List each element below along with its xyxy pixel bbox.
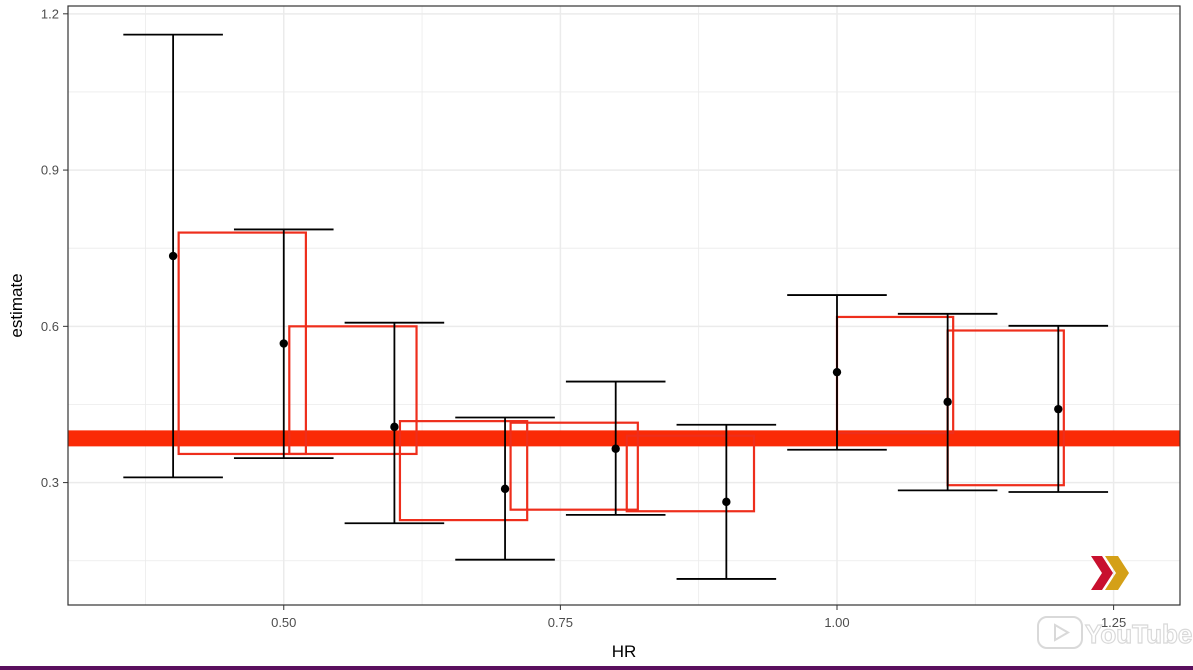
box xyxy=(625,434,756,513)
y-tick-label: 0.6 xyxy=(41,319,59,334)
point xyxy=(722,497,731,507)
box xyxy=(288,325,418,456)
grid-minor xyxy=(68,6,1180,605)
youtube-watermark: YouTube xyxy=(1037,616,1193,650)
point xyxy=(279,339,288,348)
box xyxy=(946,329,1065,487)
box xyxy=(509,421,639,511)
boxes xyxy=(177,231,1065,522)
watermark-logo-icon xyxy=(1091,556,1129,590)
bottom-strip xyxy=(0,666,1193,670)
point xyxy=(1054,404,1063,414)
x-tick-label: 0.75 xyxy=(548,615,573,630)
youtube-play-icon xyxy=(1037,616,1083,649)
x-tick-label: 1.00 xyxy=(824,615,849,630)
y-tick-label: 0.9 xyxy=(41,163,59,178)
point xyxy=(500,484,510,494)
y-tick-label: 0.3 xyxy=(41,475,59,490)
grid-major xyxy=(68,6,1180,605)
point xyxy=(390,422,399,432)
box xyxy=(835,315,955,435)
point xyxy=(168,251,178,261)
box xyxy=(398,420,529,522)
x-tick-label: 1.25 xyxy=(1101,615,1126,630)
panel-border xyxy=(67,5,1181,606)
y-axis-ticks: 0.3 0.6 0.9 1.2 xyxy=(41,6,68,490)
errorbars xyxy=(123,33,1109,580)
point xyxy=(611,444,620,453)
x-axis-title: HR xyxy=(612,642,637,661)
x-axis-ticks: 0.50 0.75 1.00 1.25 xyxy=(271,605,1126,630)
box xyxy=(177,231,307,456)
points xyxy=(168,251,1063,507)
youtube-watermark-text: YouTube xyxy=(1085,619,1192,649)
y-tick-label: 1.2 xyxy=(41,6,59,21)
y-axis-title: estimate xyxy=(7,273,26,337)
x-tick-label: 0.50 xyxy=(271,615,296,630)
youtube-play-triangle xyxy=(1054,623,1071,642)
point xyxy=(943,397,952,407)
point xyxy=(832,367,842,377)
